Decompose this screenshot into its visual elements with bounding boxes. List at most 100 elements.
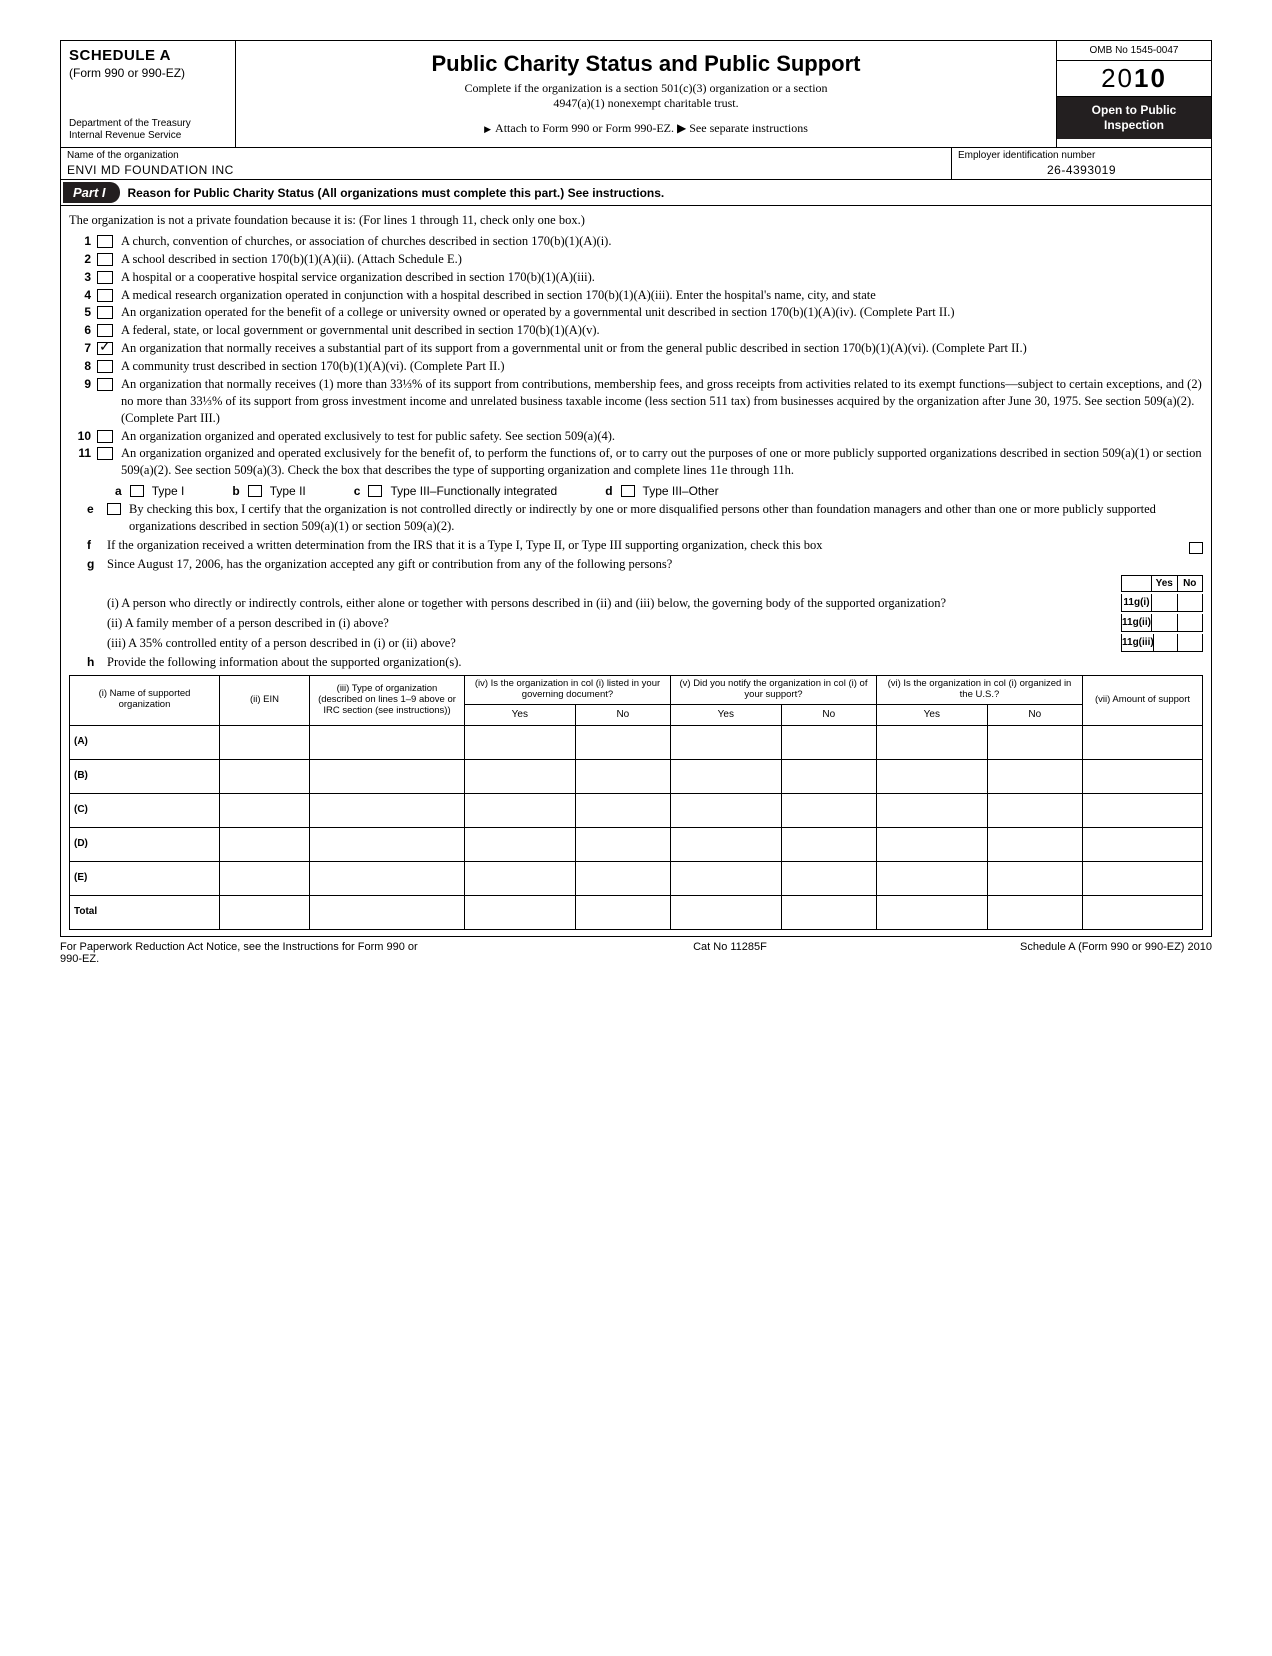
cell[interactable]: [310, 793, 465, 827]
type2-checkbox[interactable]: [248, 485, 262, 497]
line-6-checkbox[interactable]: [97, 324, 113, 337]
cell[interactable]: [310, 725, 465, 759]
cell[interactable]: [465, 895, 576, 929]
g-ii-yes[interactable]: [1152, 614, 1178, 632]
g-i-no[interactable]: [1178, 594, 1204, 612]
cell[interactable]: [670, 793, 781, 827]
cell[interactable]: [310, 861, 465, 895]
col-iii: (iii) Type of organization (described on…: [310, 676, 465, 725]
cell[interactable]: [220, 793, 310, 827]
cell[interactable]: [1083, 895, 1203, 929]
cell[interactable]: [465, 827, 576, 861]
cell[interactable]: [987, 827, 1082, 861]
cell[interactable]: [781, 827, 876, 861]
row-label: (E): [70, 861, 220, 895]
cell[interactable]: [876, 895, 987, 929]
g-iii-yes[interactable]: [1154, 634, 1179, 652]
cell[interactable]: [220, 895, 310, 929]
cell[interactable]: [876, 725, 987, 759]
g-iii-no[interactable]: [1178, 634, 1203, 652]
cell[interactable]: [781, 895, 876, 929]
cell[interactable]: [310, 759, 465, 793]
line-11-checkbox[interactable]: [97, 447, 113, 460]
line-8-checkbox[interactable]: [97, 360, 113, 373]
cell[interactable]: [1083, 725, 1203, 759]
cell[interactable]: [220, 861, 310, 895]
cell[interactable]: [1083, 861, 1203, 895]
cell[interactable]: [781, 793, 876, 827]
col-vi: (vi) Is the organization in col (i) orga…: [876, 676, 1082, 705]
cell[interactable]: [310, 827, 465, 861]
cell[interactable]: [987, 793, 1082, 827]
g-iii-text: (iii) A 35% controlled entity of a perso…: [107, 635, 1121, 652]
type1-option[interactable]: aType I: [115, 483, 184, 499]
line-9-text: An organization that normally receives (…: [121, 376, 1203, 427]
cell[interactable]: [575, 861, 670, 895]
cell[interactable]: [781, 725, 876, 759]
cell[interactable]: [575, 725, 670, 759]
cell[interactable]: [1083, 759, 1203, 793]
line-2-checkbox[interactable]: [97, 253, 113, 266]
cell[interactable]: [670, 895, 781, 929]
g-i-text: (i) A person who directly or indirectly …: [107, 595, 1121, 612]
line11f-checkbox[interactable]: [1189, 542, 1203, 554]
cell[interactable]: [670, 861, 781, 895]
line-7-checkbox[interactable]: [97, 342, 113, 355]
line-number: 6: [69, 322, 97, 338]
line11e-checkbox[interactable]: [107, 503, 121, 515]
type3fi-checkbox[interactable]: [368, 485, 382, 497]
line-number: 11: [69, 445, 97, 461]
line-4-checkbox[interactable]: [97, 289, 113, 302]
type3o-checkbox[interactable]: [621, 485, 635, 497]
line-9-checkbox[interactable]: [97, 378, 113, 391]
ein-value: 26-4393019: [958, 163, 1205, 177]
line-1-checkbox[interactable]: [97, 235, 113, 248]
cell[interactable]: [876, 861, 987, 895]
cell[interactable]: [670, 759, 781, 793]
cell[interactable]: [987, 895, 1082, 929]
cell[interactable]: [987, 861, 1082, 895]
cell[interactable]: [575, 793, 670, 827]
type3o-option[interactable]: dType III–Other: [605, 483, 718, 499]
cell[interactable]: [987, 725, 1082, 759]
cell[interactable]: [465, 759, 576, 793]
line-3-checkbox[interactable]: [97, 271, 113, 284]
cell[interactable]: [465, 793, 576, 827]
cell[interactable]: [670, 725, 781, 759]
line-10-checkbox[interactable]: [97, 430, 113, 443]
type3fi-option[interactable]: cType III–Functionally integrated: [354, 483, 557, 499]
cell[interactable]: [781, 861, 876, 895]
cell[interactable]: [781, 759, 876, 793]
line-8: 8A community trust described in section …: [69, 358, 1203, 375]
cell[interactable]: [465, 725, 576, 759]
col-v-yes: Yes: [670, 705, 781, 726]
cell[interactable]: [670, 827, 781, 861]
cell[interactable]: [575, 895, 670, 929]
cell[interactable]: [1083, 793, 1203, 827]
cell[interactable]: [310, 895, 465, 929]
line-6: 6A federal, state, or local government o…: [69, 322, 1203, 339]
cell[interactable]: [220, 725, 310, 759]
cell[interactable]: [220, 759, 310, 793]
cell[interactable]: [465, 861, 576, 895]
cell[interactable]: [1083, 827, 1203, 861]
g-i-yes[interactable]: [1152, 594, 1178, 612]
type2-option[interactable]: bType II: [232, 483, 305, 499]
line-4: 4A medical research organization operate…: [69, 287, 1203, 304]
cell[interactable]: [575, 827, 670, 861]
cell[interactable]: [987, 759, 1082, 793]
cell[interactable]: [876, 759, 987, 793]
line-5-checkbox[interactable]: [97, 306, 113, 319]
line-1-text: A church, convention of churches, or ass…: [121, 233, 1203, 250]
type1-checkbox[interactable]: [130, 485, 144, 497]
cell[interactable]: [575, 759, 670, 793]
cell[interactable]: [876, 827, 987, 861]
cell[interactable]: [220, 827, 310, 861]
line-7: 7An organization that normally receives …: [69, 340, 1203, 357]
type3o-label: Type III–Other: [643, 483, 719, 499]
dept-block: Department of the Treasury Internal Reve…: [69, 118, 227, 141]
g-ii-no[interactable]: [1178, 614, 1204, 632]
cell[interactable]: [876, 793, 987, 827]
row-label: (B): [70, 759, 220, 793]
line-number: 9: [69, 376, 97, 392]
